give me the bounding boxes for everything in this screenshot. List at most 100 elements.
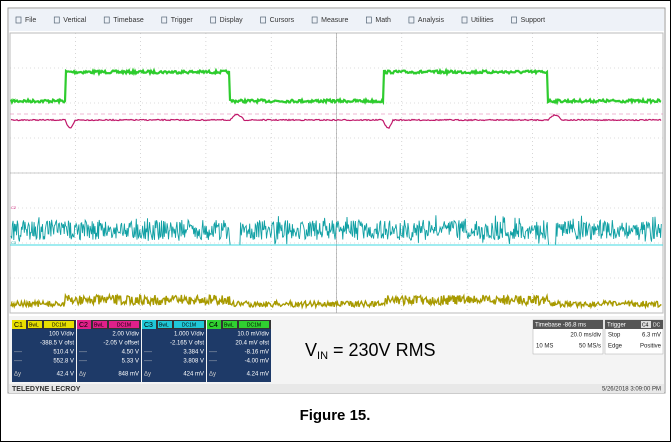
- menu-icon: [260, 16, 266, 24]
- reading-label: ----: [14, 350, 22, 356]
- channel-coupling: DC1M: [182, 322, 196, 328]
- reading-value: 552.8 V: [53, 359, 74, 365]
- footer-bar: [9, 384, 664, 393]
- reading-value: 5.33 V: [122, 359, 139, 365]
- trigger-source-tag: [641, 321, 651, 328]
- annotation-sub: IN: [317, 350, 328, 362]
- trigger-source: C4: [642, 322, 649, 328]
- trigger-level: 6.3 mV: [642, 333, 661, 339]
- reading-label: ----: [144, 350, 152, 356]
- menu-item[interactable]: Timebase: [113, 17, 144, 24]
- coupling-tag: [109, 321, 139, 328]
- trace-marker: C4: [11, 97, 17, 102]
- channel-tag: [12, 320, 26, 329]
- menu-icon: [461, 16, 468, 24]
- menu-item[interactable]: Cursors: [270, 17, 295, 24]
- menu-item[interactable]: Math: [375, 17, 391, 24]
- menu-item[interactable]: Vertical: [63, 17, 86, 24]
- channel-bw: BwL: [159, 322, 169, 328]
- menu-item[interactable]: Analysis: [418, 17, 445, 24]
- reading-value: 4.50 V: [122, 350, 139, 356]
- channel-name: C3: [144, 322, 153, 329]
- reading-label: ----: [209, 359, 217, 365]
- trigger-mode: Edge: [608, 344, 623, 350]
- channel-panel: [142, 320, 206, 382]
- trigger-slope: Positive: [640, 344, 662, 350]
- reading-value: 510.4 V: [53, 350, 74, 356]
- channel-offset: -388.5 V ofst: [40, 341, 74, 347]
- channel-name: C1: [14, 322, 23, 329]
- channel-coupling: DC1M: [52, 322, 66, 328]
- channel-coupling: DC1M: [247, 322, 261, 328]
- trace-marker: C2: [11, 205, 17, 210]
- timebase-points: 10 MS: [536, 344, 553, 350]
- menu-icon: [103, 16, 110, 24]
- bw-tag: [223, 321, 237, 328]
- reading-value: 42.4 V: [57, 372, 74, 378]
- timebase-header: [533, 320, 603, 329]
- reading-label: Δy: [14, 372, 21, 378]
- menu-icon: [408, 16, 415, 24]
- channel-offset: -2.05 V offset: [103, 341, 139, 347]
- reading-label: Δy: [79, 372, 86, 378]
- brand: TELEDYNE LECROY: [12, 386, 81, 393]
- channel-offset: -2.165 V ofst: [170, 341, 204, 347]
- reading-label: ----: [209, 350, 217, 356]
- reading-value: 3.384 V: [183, 350, 204, 356]
- annotation-rest: = 230V RMS: [328, 340, 436, 360]
- date: 5/26/2018 3:09:00 PM: [602, 387, 661, 393]
- channel-scale: 2.00 V/div: [112, 332, 139, 338]
- trace-marker: C3: [11, 240, 17, 245]
- channel-name: C4: [209, 322, 218, 329]
- menu-item[interactable]: Support: [521, 17, 546, 24]
- channel-coupling: DC1M: [117, 322, 131, 328]
- reading-label: Δy: [209, 372, 216, 378]
- menu-bar: [9, 9, 664, 31]
- channel-bw: BwL: [224, 322, 234, 328]
- menu-item[interactable]: Display: [220, 17, 243, 24]
- menu-icon: [311, 16, 318, 24]
- bw-tag: [158, 321, 172, 328]
- trigger-coupling: DC: [653, 322, 661, 328]
- timebase-title: Timebase -86.8 ms: [535, 323, 586, 329]
- reading-value: 3.808 V: [183, 359, 204, 365]
- coupling-tag: [44, 321, 74, 328]
- channel-scale: 10.0 mV/div: [237, 332, 269, 338]
- channel-name: C2: [79, 322, 88, 329]
- bw-tag: [93, 321, 107, 328]
- menu-item[interactable]: Trigger: [171, 17, 194, 24]
- menu-icon: [161, 16, 168, 24]
- channel-bw: BwL: [94, 322, 104, 328]
- timebase-rate: 50 MS/s: [579, 344, 601, 350]
- reading-label: ----: [14, 359, 22, 365]
- reading-label: Δy: [144, 372, 151, 378]
- reading-value: -4.00 mV: [245, 359, 269, 365]
- annotation-main: V: [305, 340, 317, 360]
- channel-panel: [12, 320, 76, 382]
- channel-tag: [207, 320, 221, 329]
- channel-panel: [77, 320, 141, 382]
- caption: Figure 15.: [300, 407, 371, 424]
- coupling-tag: [174, 321, 204, 328]
- channel-tag: [142, 320, 156, 329]
- menu-item[interactable]: Utilities: [471, 17, 494, 24]
- reading-value: -8.16 mV: [245, 350, 269, 356]
- reading-label: ----: [144, 359, 152, 365]
- trigger-title: Trigger: [607, 323, 626, 329]
- menu-item[interactable]: Measure: [321, 17, 348, 24]
- trace-c4: [9, 67, 662, 106]
- channel-offset: 20.4 mV ofst: [235, 341, 269, 347]
- channel-scale: 100 V/div: [49, 332, 74, 338]
- channel-panel: [207, 320, 271, 382]
- channel-scale: 1.000 V/div: [174, 332, 204, 338]
- menu-icon: [511, 16, 517, 24]
- timebase-scale: 20.0 ms/div: [570, 333, 601, 339]
- menu-icon: [15, 16, 22, 24]
- trigger-header: [605, 320, 663, 329]
- trace-c2: [10, 113, 662, 129]
- bw-tag: [28, 321, 42, 328]
- reading-value: 424 mV: [183, 372, 204, 378]
- reading-value: 848 mV: [118, 372, 139, 378]
- menu-item[interactable]: File: [25, 17, 36, 24]
